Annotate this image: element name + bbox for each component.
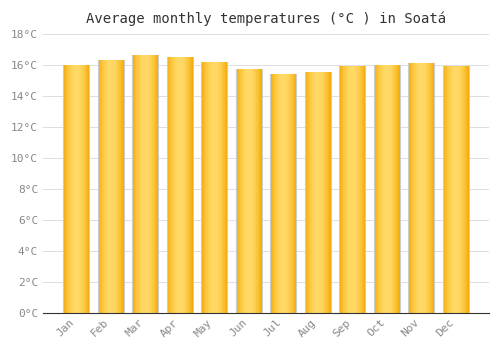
Title: Average monthly temperatures (°C ) in Soatá: Average monthly temperatures (°C ) in So…: [86, 11, 446, 26]
